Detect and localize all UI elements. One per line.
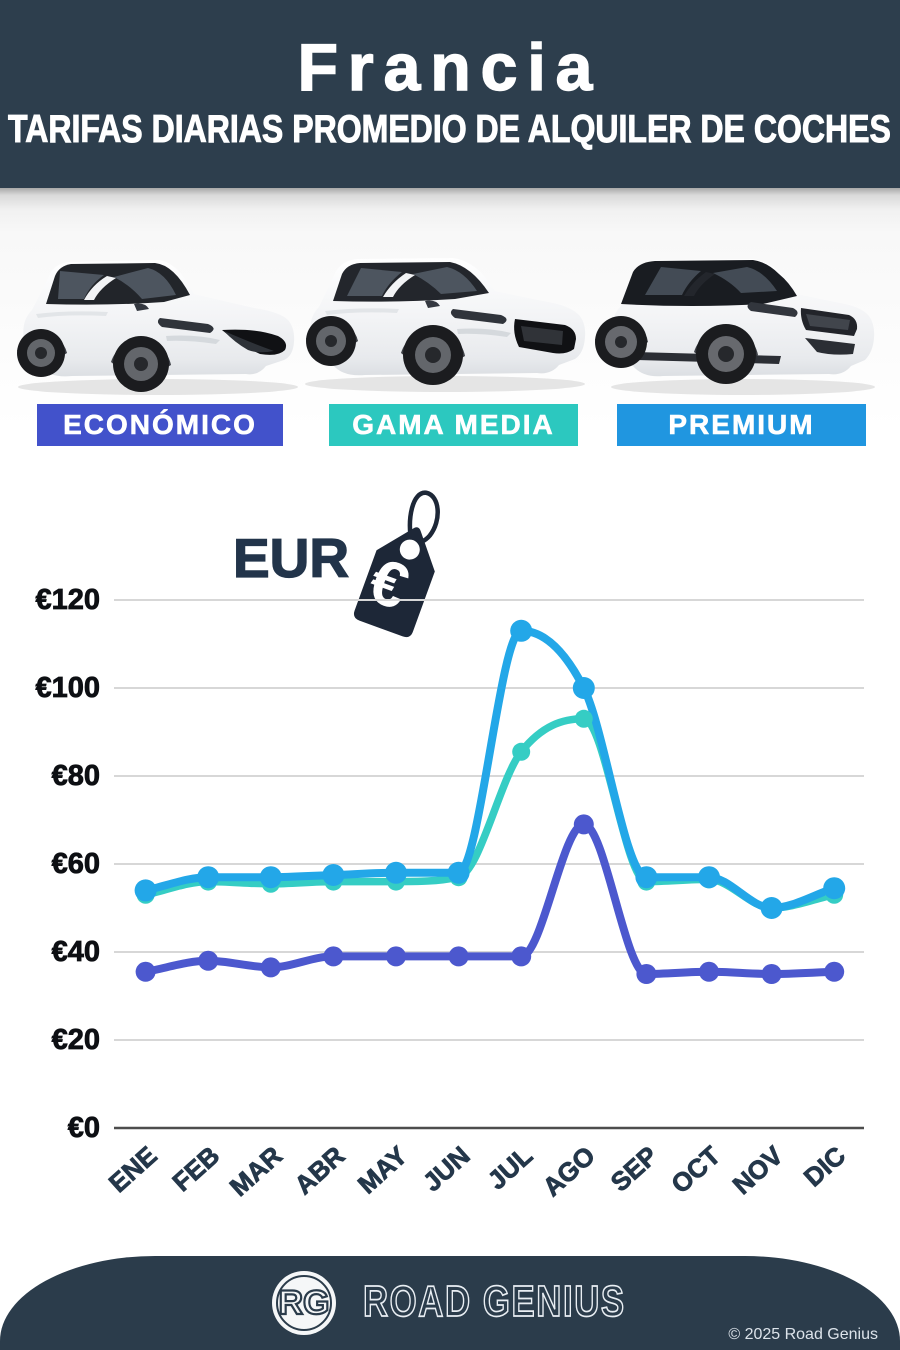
svg-text:€60: €60	[52, 848, 100, 880]
svg-text:ABR: ABR	[288, 1140, 350, 1200]
svg-text:€40: €40	[52, 936, 100, 968]
svg-text:JUN: JUN	[417, 1140, 476, 1197]
svg-text:MAY: MAY	[352, 1140, 413, 1199]
svg-text:AGO: AGO	[537, 1140, 601, 1202]
svg-text:€120: €120	[35, 584, 100, 616]
svg-text:DIC: DIC	[798, 1140, 852, 1192]
svg-text:ENE: ENE	[103, 1140, 163, 1198]
svg-text:€100: €100	[35, 672, 100, 704]
svg-text:MAR: MAR	[224, 1140, 288, 1202]
svg-text:OCT: OCT	[665, 1140, 726, 1199]
svg-text:€20: €20	[52, 1024, 100, 1056]
svg-text:€0: €0	[68, 1112, 100, 1144]
svg-text:SEP: SEP	[605, 1140, 664, 1197]
svg-text:€80: €80	[52, 760, 100, 792]
svg-text:NOV: NOV	[727, 1140, 789, 1200]
svg-text:JUL: JUL	[482, 1140, 539, 1195]
svg-text:FEB: FEB	[166, 1140, 225, 1197]
